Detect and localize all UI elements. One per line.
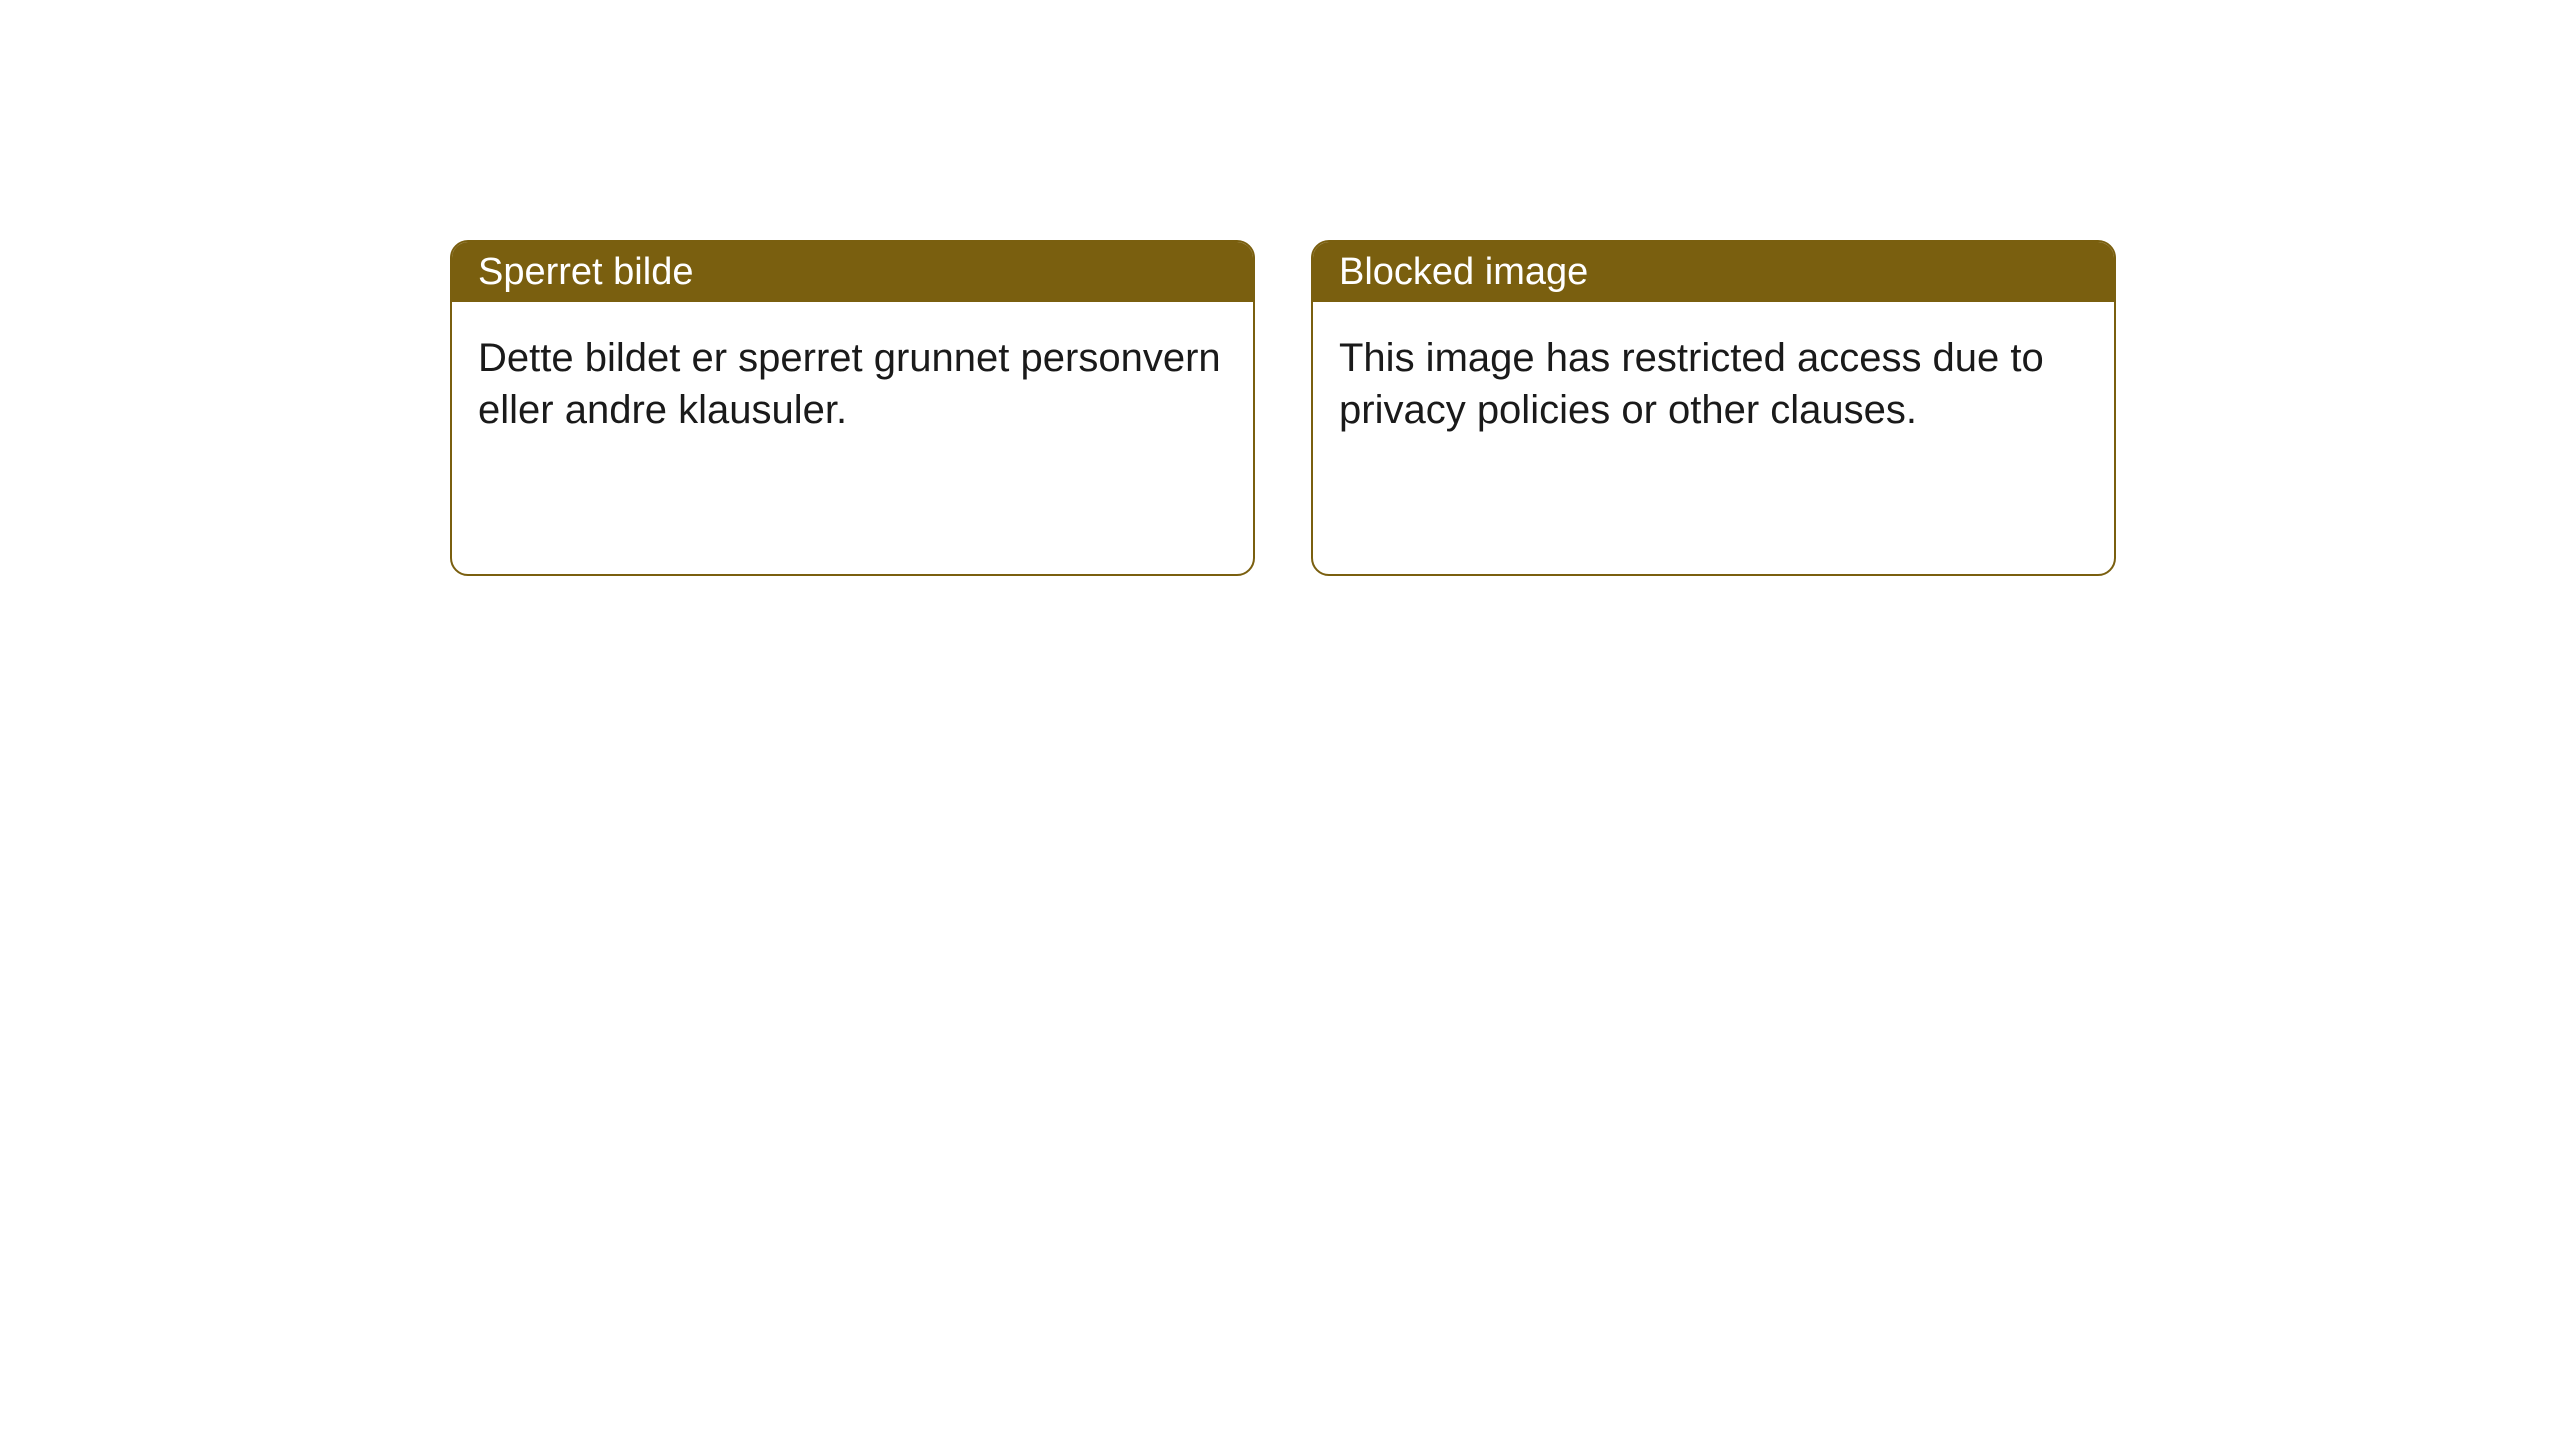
notice-body-text: This image has restricted access due to … [1339,336,2044,432]
notice-box-norwegian: Sperret bilde Dette bildet er sperret gr… [450,240,1255,576]
notice-body: Dette bildet er sperret grunnet personve… [452,302,1253,466]
notice-body: This image has restricted access due to … [1313,302,2114,466]
notice-container: Sperret bilde Dette bildet er sperret gr… [0,0,2560,576]
notice-title: Blocked image [1339,251,1588,294]
notice-header: Sperret bilde [452,242,1253,302]
notice-title: Sperret bilde [478,251,693,294]
notice-box-english: Blocked image This image has restricted … [1311,240,2116,576]
notice-body-text: Dette bildet er sperret grunnet personve… [478,336,1221,432]
notice-header: Blocked image [1313,242,2114,302]
